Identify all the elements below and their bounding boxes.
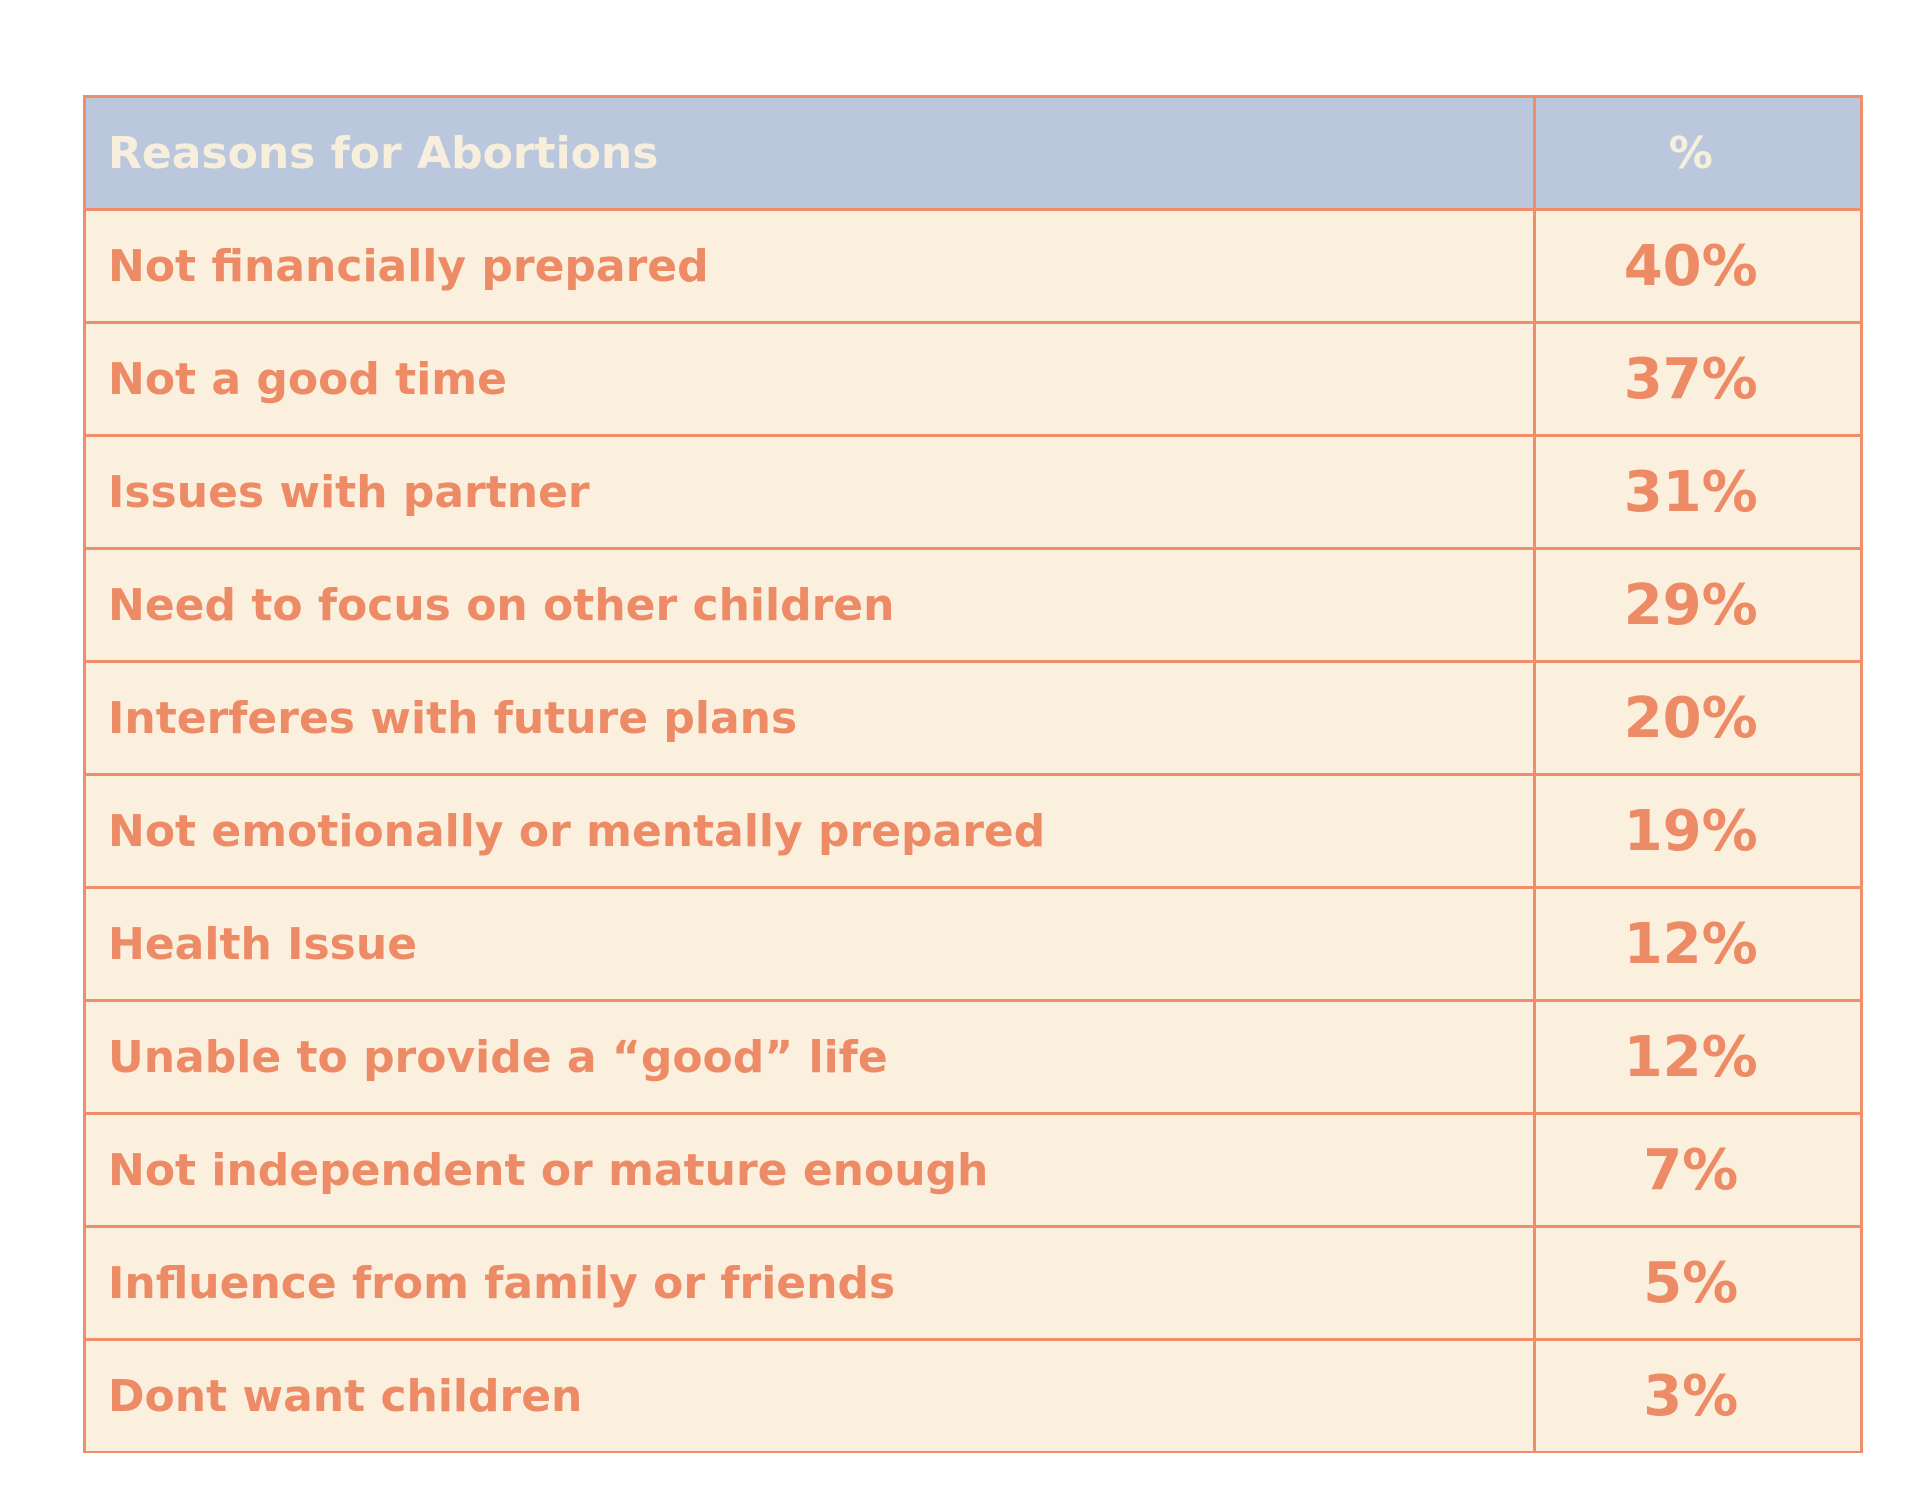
row-value: 37% — [1532, 321, 1860, 437]
row-value: 29% — [1532, 547, 1860, 663]
row-value: 5% — [1532, 1225, 1860, 1341]
row-label: Health Issue — [86, 886, 1536, 1002]
table-row: Dont want children 3% — [86, 1338, 1860, 1451]
row-label: Dont want children — [86, 1338, 1536, 1451]
table-row: Need to focus on other children 29% — [86, 547, 1860, 663]
row-label: Not emotionally or mentally prepared — [86, 773, 1536, 889]
table-row: Interferes with future plans 20% — [86, 660, 1860, 776]
table-row: Not independent or mature enough 7% — [86, 1112, 1860, 1228]
row-value: 12% — [1532, 886, 1860, 1002]
table-row: Health Issue 12% — [86, 886, 1860, 1002]
table-row: Influence from family or friends 5% — [86, 1225, 1860, 1341]
row-value: 19% — [1532, 773, 1860, 889]
row-label: Not independent or mature enough — [86, 1112, 1536, 1228]
row-label: Interferes with future plans — [86, 660, 1536, 776]
row-label: Not financially prepared — [86, 209, 1536, 324]
reasons-table: Reasons for Abortions % Not financially … — [86, 98, 1860, 1451]
reasons-table-container: Reasons for Abortions % Not financially … — [83, 95, 1863, 1453]
header-reasons: Reasons for Abortions — [86, 98, 1536, 211]
row-value: 31% — [1532, 434, 1860, 550]
header-percent: % — [1532, 98, 1860, 211]
row-label: Need to focus on other children — [86, 547, 1536, 663]
row-label: Unable to provide a “good” life — [86, 999, 1536, 1115]
row-value: 12% — [1532, 999, 1860, 1115]
table-row: Unable to provide a “good” life 12% — [86, 999, 1860, 1115]
row-label: Influence from family or friends — [86, 1225, 1536, 1341]
row-value: 7% — [1532, 1112, 1860, 1228]
table-row: Not financially prepared 40% — [86, 209, 1860, 324]
row-value: 20% — [1532, 660, 1860, 776]
table-header-row: Reasons for Abortions % — [86, 98, 1860, 211]
table-row: Not emotionally or mentally prepared 19% — [86, 773, 1860, 889]
row-label: Issues with partner — [86, 434, 1536, 550]
row-label: Not a good time — [86, 321, 1536, 437]
row-value: 3% — [1532, 1338, 1860, 1451]
row-value: 40% — [1532, 209, 1860, 324]
table-row: Issues with partner 31% — [86, 434, 1860, 550]
table-row: Not a good time 37% — [86, 321, 1860, 437]
